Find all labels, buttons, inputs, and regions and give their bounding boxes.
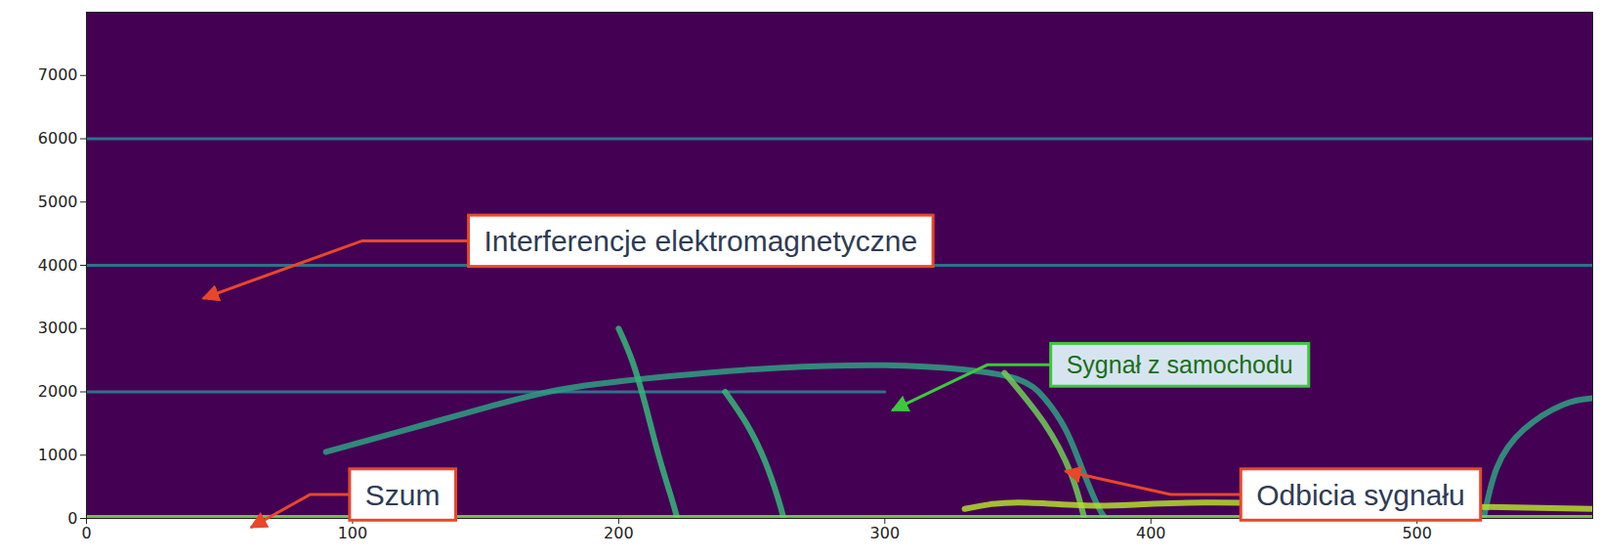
svg-text:4000: 4000 <box>38 255 79 275</box>
svg-text:Odbicia sygnału: Odbicia sygnału <box>1256 478 1465 511</box>
svg-text:300: 300 <box>870 523 901 543</box>
svg-text:Szum: Szum <box>365 478 441 511</box>
svg-text:0: 0 <box>81 523 91 543</box>
svg-text:5000: 5000 <box>38 192 79 211</box>
svg-text:3000: 3000 <box>38 318 79 337</box>
svg-text:7000: 7000 <box>38 65 79 85</box>
svg-text:Interferencje elektromagnetycz: Interferencje elektromagnetyczne <box>484 224 919 257</box>
svg-text:200: 200 <box>603 523 634 543</box>
svg-text:100: 100 <box>337 523 369 543</box>
svg-text:Sygnał z samochodu: Sygnał z samochodu <box>1066 350 1294 379</box>
svg-text:0: 0 <box>67 508 78 528</box>
svg-text:500: 500 <box>1401 523 1432 543</box>
svg-text:400: 400 <box>1136 523 1167 543</box>
svg-text:6000: 6000 <box>38 128 79 148</box>
svg-text:1000: 1000 <box>38 445 79 464</box>
svg-text:2000: 2000 <box>38 381 79 401</box>
